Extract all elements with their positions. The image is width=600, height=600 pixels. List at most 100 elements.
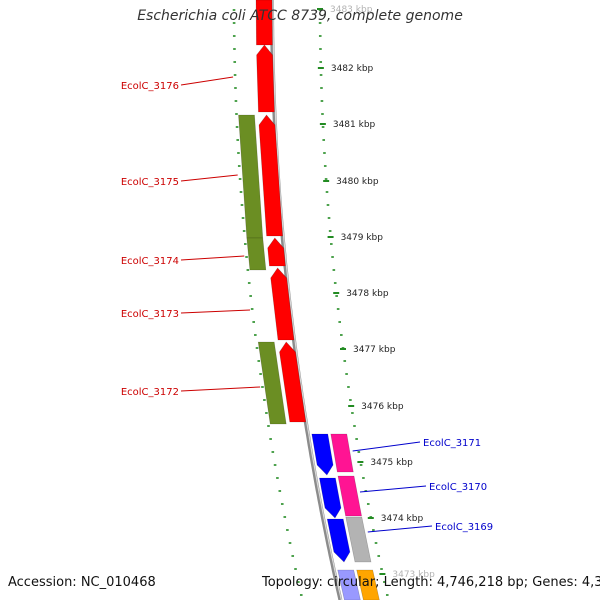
- ring-dot: [332, 269, 336, 271]
- kbp-tick-label: 3481 kbp: [333, 120, 376, 130]
- gene-label-right: EcolC_3169: [435, 522, 493, 533]
- kbp-tick-label: 3474 kbp: [381, 514, 424, 524]
- gene-label-left: EcolC_3175: [121, 177, 179, 188]
- ring-dot: [322, 139, 326, 141]
- gene-label-left: EcolC_3172: [121, 387, 179, 398]
- ring-dot: [297, 581, 300, 583]
- ring-dot: [345, 373, 348, 375]
- ring-dot: [257, 360, 261, 362]
- ring-dot: [286, 529, 289, 531]
- ring-dot: [233, 61, 237, 63]
- gene-label-left: EcolC_3173: [121, 309, 179, 320]
- gene-red-block: [256, 44, 275, 113]
- ring-dot: [321, 126, 325, 128]
- ring-dot: [246, 269, 250, 271]
- ring-dot: [234, 100, 238, 102]
- ring-dot: [377, 555, 381, 557]
- ring-dot: [385, 594, 389, 596]
- ring-dot: [336, 308, 340, 310]
- ring-dot: [238, 178, 242, 180]
- ring-dot: [357, 451, 361, 453]
- genome-stats-label: Topology: circular; Length: 4,746,218 bp…: [262, 575, 600, 590]
- ring-dot: [241, 217, 245, 219]
- gene-olive-block: [238, 114, 264, 239]
- gene-label-left: EcolC_3174: [121, 256, 179, 267]
- kbp-tick-label: 3478 kbp: [346, 289, 389, 299]
- ring-dot: [232, 35, 236, 37]
- kbp-tick-label: 3482 kbp: [331, 64, 374, 74]
- ring-dot: [242, 230, 246, 232]
- ring-dot: [353, 425, 356, 427]
- gene-olive-block: [246, 237, 267, 271]
- ring-dot: [319, 61, 323, 63]
- ring-dot: [330, 243, 333, 245]
- ring-dot: [299, 594, 303, 596]
- gene-red-block: [270, 267, 295, 341]
- ring-dot: [331, 256, 334, 258]
- ring-dot: [267, 425, 270, 427]
- gene-label-leader: [180, 76, 234, 86]
- gene-olive-block: [257, 341, 287, 425]
- ring-dot: [349, 399, 352, 401]
- ring-dot: [247, 282, 251, 284]
- gene-orange-partial: [356, 569, 380, 600]
- gene-label-leader: [180, 386, 261, 392]
- ring-dot: [235, 126, 239, 128]
- kbp-tick-label: 3475 kbp: [370, 458, 413, 468]
- kbp-tick-label: 3473 kbp: [392, 570, 435, 580]
- ring-dot: [355, 438, 358, 440]
- kbp-tick-label: 3477 kbp: [353, 345, 396, 355]
- ring-dot: [237, 152, 240, 154]
- ring-dot: [333, 282, 337, 284]
- ring-dot: [321, 113, 324, 115]
- gene-label-leader: [180, 255, 245, 261]
- gene-red-block: [258, 114, 283, 237]
- ring-dot: [320, 87, 323, 89]
- ring-dot: [291, 555, 295, 557]
- ring-dot: [276, 477, 279, 479]
- ring-dot: [343, 360, 347, 362]
- map-title: Escherichia coli ATCC 8739, complete gen…: [137, 8, 463, 24]
- kbp-ticks: 3483 kbp 3482 kbp 3481 kbp 3480 kbp 3479 kbp…: [317, 5, 435, 580]
- gene-label-right: EcolC_3171: [423, 438, 481, 449]
- gene-pink-block: [337, 475, 362, 517]
- ring-dot: [234, 87, 237, 89]
- gene-blue-partial: [337, 569, 361, 600]
- ring-dot: [232, 9, 236, 11]
- gene-label-right: EcolC_3170: [429, 482, 487, 493]
- ring-dot: [335, 295, 338, 297]
- ring-dot: [359, 464, 363, 466]
- ring-dot: [383, 581, 386, 583]
- gene-tracks: [238, 0, 380, 600]
- gene-labels: EcolC_3176 EcolC_3175 EcolC_3174 EcolC_3173…: [121, 76, 493, 533]
- ring-dot: [233, 48, 236, 50]
- ring-dot: [318, 35, 322, 37]
- ring-dot: [325, 191, 329, 193]
- ring-dot: [252, 321, 255, 323]
- gene-blue-block: [326, 518, 351, 563]
- ring-dot: [254, 334, 257, 336]
- ring-dot: [319, 74, 323, 76]
- ring-dot: [328, 230, 332, 232]
- ring-dot: [380, 568, 383, 570]
- ring-dot: [340, 334, 343, 336]
- ring-dot: [263, 399, 266, 401]
- gene-pink-block: [330, 433, 354, 473]
- gene-gray-block: [345, 516, 372, 563]
- ring-dot: [236, 139, 240, 141]
- kbp-tick-label: 3483 kbp: [330, 5, 373, 15]
- gene-label-leader: [359, 485, 427, 493]
- ring-dot: [318, 22, 322, 24]
- gene-blue-block: [319, 477, 342, 519]
- gene-label-leader: [180, 174, 238, 182]
- ring-dot: [261, 386, 264, 388]
- ring-dot: [319, 48, 322, 50]
- ring-dot: [232, 22, 236, 24]
- ring-dot: [265, 412, 268, 414]
- ring-dot: [326, 204, 330, 206]
- ring-dot: [237, 165, 241, 167]
- gene-red-block: [279, 341, 307, 423]
- ring-dot: [323, 165, 327, 167]
- ring-dot: [294, 568, 297, 570]
- kbp-tick-label: 3476 kbp: [361, 402, 404, 412]
